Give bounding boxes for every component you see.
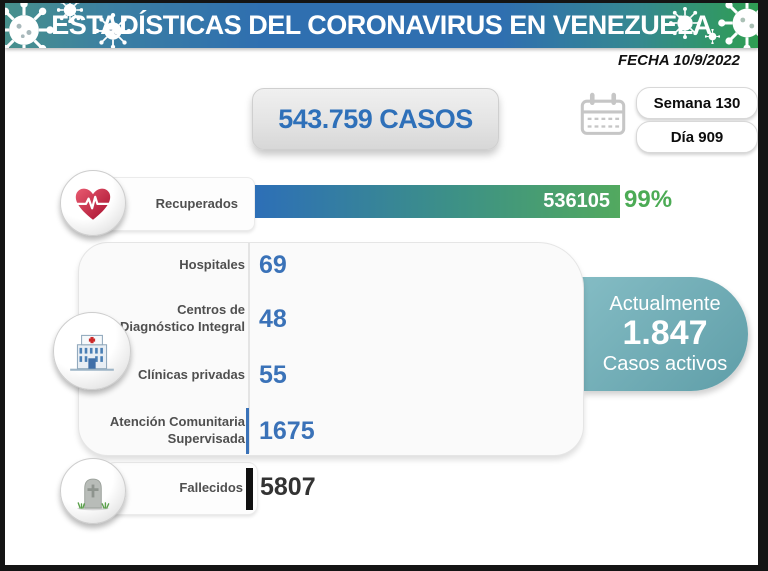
page-title: ESTADÍSTICAS DEL CORONAVIRUS EN VENEZUEL…: [51, 10, 712, 40]
facilities-panel: [78, 242, 584, 456]
recovered-label: Recuperados: [155, 195, 238, 211]
facility-row-hospitales: Hospitales 69: [105, 248, 287, 282]
week-label: Semana 130: [653, 94, 741, 112]
facility-accent-bar: [246, 408, 249, 454]
active-cases-box: Actualmente 1.847 Casos activos: [582, 277, 748, 391]
week-badge: Semana 130: [636, 87, 758, 119]
deceased-label: Fallecidos: [179, 480, 243, 496]
deceased-label-pill: Fallecidos: [105, 462, 258, 515]
active-cases-value: 1.847: [622, 314, 708, 353]
virus-icon: [57, 3, 83, 23]
total-cases-value: 543.759 CASOS: [278, 103, 473, 134]
total-cases-box: 543.759 CASOS: [252, 88, 499, 150]
hospital-icon: [53, 312, 131, 390]
facility-value: 48: [259, 304, 287, 333]
calendar-icon: [580, 92, 626, 135]
deceased-value: 5807: [260, 473, 316, 501]
facility-label: Hospitales: [179, 256, 245, 272]
date-label: FECHA 10/9/2022: [617, 52, 740, 69]
virus-icon: [718, 3, 758, 48]
facility-label: Centros de Diagnóstico Integral: [120, 302, 245, 334]
recovered-percent: 99%: [624, 186, 673, 213]
recovered-value: 536105: [543, 190, 610, 212]
facility-label: Clínicas privadas: [138, 366, 245, 382]
facility-value: 55: [259, 360, 287, 389]
facility-row-cdi: Centros de Diagnóstico Integral 48: [105, 298, 287, 340]
frame-border-top: [0, 0, 768, 3]
active-cases-caption: Actualmente: [609, 293, 721, 316]
virus-icon: [669, 7, 701, 39]
facilities-divider: [248, 243, 250, 453]
header-banner: ESTADÍSTICAS DEL CORONAVIRUS EN VENEZUEL…: [5, 3, 758, 48]
virus-icon: [5, 3, 54, 48]
heart-pulse-icon: [60, 170, 126, 236]
virus-icon: [705, 29, 720, 44]
day-badge: Día 909: [636, 121, 758, 153]
frame-border-left: [0, 0, 5, 571]
facility-value: 1675: [259, 416, 315, 445]
frame-border-bottom: [0, 565, 768, 571]
facility-label: Atención Comunitaria Supervisada: [109, 414, 245, 446]
deceased-accent-bar: [246, 468, 253, 510]
virus-icon: [95, 13, 131, 48]
facility-row-atencion: Atención Comunitaria Supervisada 1675: [105, 403, 315, 459]
facility-value: 69: [259, 250, 287, 279]
recovered-bar: 536105: [255, 185, 620, 218]
facility-row-clinicas: Clínicas privadas 55: [105, 358, 287, 392]
active-cases-subcaption: Casos activos: [602, 352, 728, 375]
day-label: Día 909: [670, 128, 724, 146]
tombstone-icon: [60, 458, 126, 524]
frame-border-right: [758, 0, 768, 571]
